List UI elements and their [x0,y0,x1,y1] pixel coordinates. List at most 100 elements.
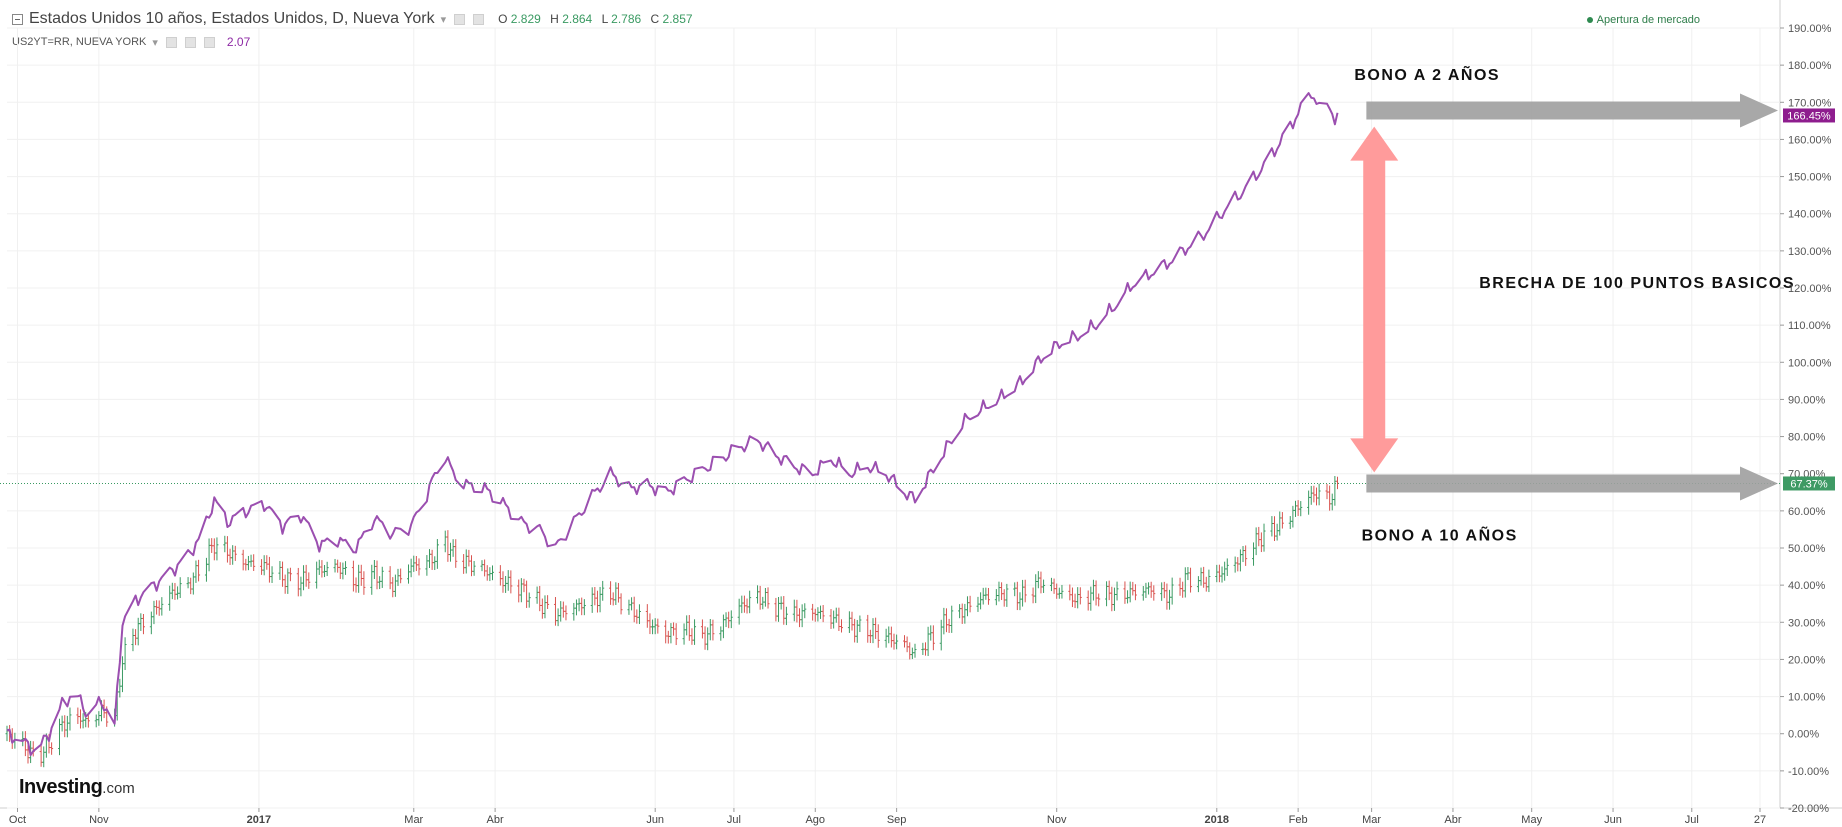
ohlc-bar [244,558,248,571]
last-value-tag [1783,476,1835,491]
ohlc-bar [1023,579,1027,603]
ohlc-bar [782,596,786,625]
ohlc-bar [1149,581,1153,598]
ohlc-bar [1049,577,1053,592]
ohlc-bar [278,560,282,580]
ohlc-bar [462,554,466,574]
y-tick-label: -20.00% [1788,803,1829,815]
label-bono-2: BONO A 2 AÑOS [1354,64,1500,84]
ohlc-bar [341,562,345,580]
ohlc-bar [483,559,487,577]
ohlc-bar [123,637,127,671]
market-status: Apertura de mercado [1586,14,1700,26]
ohlc-bar [939,619,943,651]
ohlc-bar [149,611,153,635]
ohlc-bar [1052,578,1056,594]
ohlc-bar [543,595,547,619]
ohlc-bar [829,608,833,629]
ohlc-bar [832,610,836,629]
ohlc-bar [320,560,324,578]
last-value-tag [1783,108,1835,123]
ohlc-bar [396,568,400,586]
x-tick-label: Feb [1289,814,1308,826]
ohlc-bar [1042,579,1046,593]
close-icon[interactable] [203,36,215,48]
ohlc-bar [795,599,799,623]
ohlc-bar [1252,542,1256,566]
ohlc-bar [283,574,287,594]
ohlc-bar [260,559,264,575]
ohlc-bar [766,587,770,609]
ohlc-bar [929,625,933,641]
ohlc-bar [981,587,985,605]
ohlc-bar [905,636,909,653]
ohlc-bar [561,601,565,618]
ohlc-bar [197,559,201,582]
y-tick-label: 100.00% [1788,357,1832,369]
secondary-legend: US2YT=RR, NUEVA YORK ▾ 2.07 [12,35,250,49]
ohlc-bar [763,587,767,607]
ohlc-bar [892,633,896,650]
ohlc-bar [1317,483,1321,506]
ohlc-bar [1259,532,1263,553]
ohlc-bar [1275,523,1279,541]
ohlc-bar [1299,501,1303,517]
ohlc-readout: O 2.829 H 2.864 L 2.786 C 2.857 [498,12,698,26]
ohlc-bar [1055,583,1059,599]
eye-icon[interactable] [184,36,196,48]
settings-icon[interactable] [165,36,177,48]
ohlc-bar [556,608,560,627]
eye-icon[interactable] [473,13,485,25]
y-tick-label: 0.00% [1788,729,1819,741]
chevron-down-icon[interactable]: ▾ [152,36,158,49]
ohlc-value: 2.786 [611,12,642,26]
ohlc-value: 2.864 [562,12,593,26]
ohlc-bar [307,572,311,589]
ohlc-bar [333,558,337,573]
ohlc-bar [296,567,300,597]
ohlc-bar [1199,567,1203,586]
x-tick-label: Nov [1047,814,1067,826]
ohlc-bar [994,589,998,606]
collapse-icon[interactable] [12,13,23,25]
ohlc-bar [813,608,817,622]
ohlc-bar [1094,580,1098,606]
x-tick-label: 2018 [1205,814,1229,826]
ohlc-bar [246,555,250,571]
ohlc-bar [131,628,135,652]
x-tick-label: Jul [727,814,741,826]
settings-icon[interactable] [454,13,466,25]
ohlc-bar [178,577,182,599]
ohlc-bar [1196,576,1200,593]
ohlc-bar [682,623,686,645]
chevron-down-icon[interactable]: ▾ [440,13,447,26]
ohlc-bar [656,618,660,634]
ohlc-bar [850,611,854,631]
gridlines [0,0,1842,809]
ohlc-bar [792,599,796,622]
ohlc-bar [498,565,502,586]
ohlc-bar [1296,500,1300,516]
secondary-series-value: 2.07 [226,35,251,49]
ohlc-bar [1168,589,1172,610]
ohlc-bar [858,615,862,633]
y-axis: -20.00% -10.00% 0.00% 10.00% 20.00% 30.00% 40.… [1780,23,1835,815]
ohlc-bar [577,598,581,612]
ohlc-bar [779,596,783,610]
ohlc-bar [1057,587,1061,599]
x-tick-label: Abr [1444,814,1461,826]
ohlc-bar [1309,485,1313,505]
ohlc-bar [157,600,161,616]
ohlc-bar [630,597,634,611]
ohlc-bar [968,595,972,613]
ohlc-bar [908,642,912,660]
ohlc-bar [472,560,476,576]
ohlc-bar [325,561,329,577]
ohlc-bar [501,571,505,593]
ohlc-bar [923,642,927,656]
x-tick-label: Jun [1604,814,1622,826]
y-tick-label: 20.00% [1788,654,1826,666]
ohlc-bar [241,549,245,571]
